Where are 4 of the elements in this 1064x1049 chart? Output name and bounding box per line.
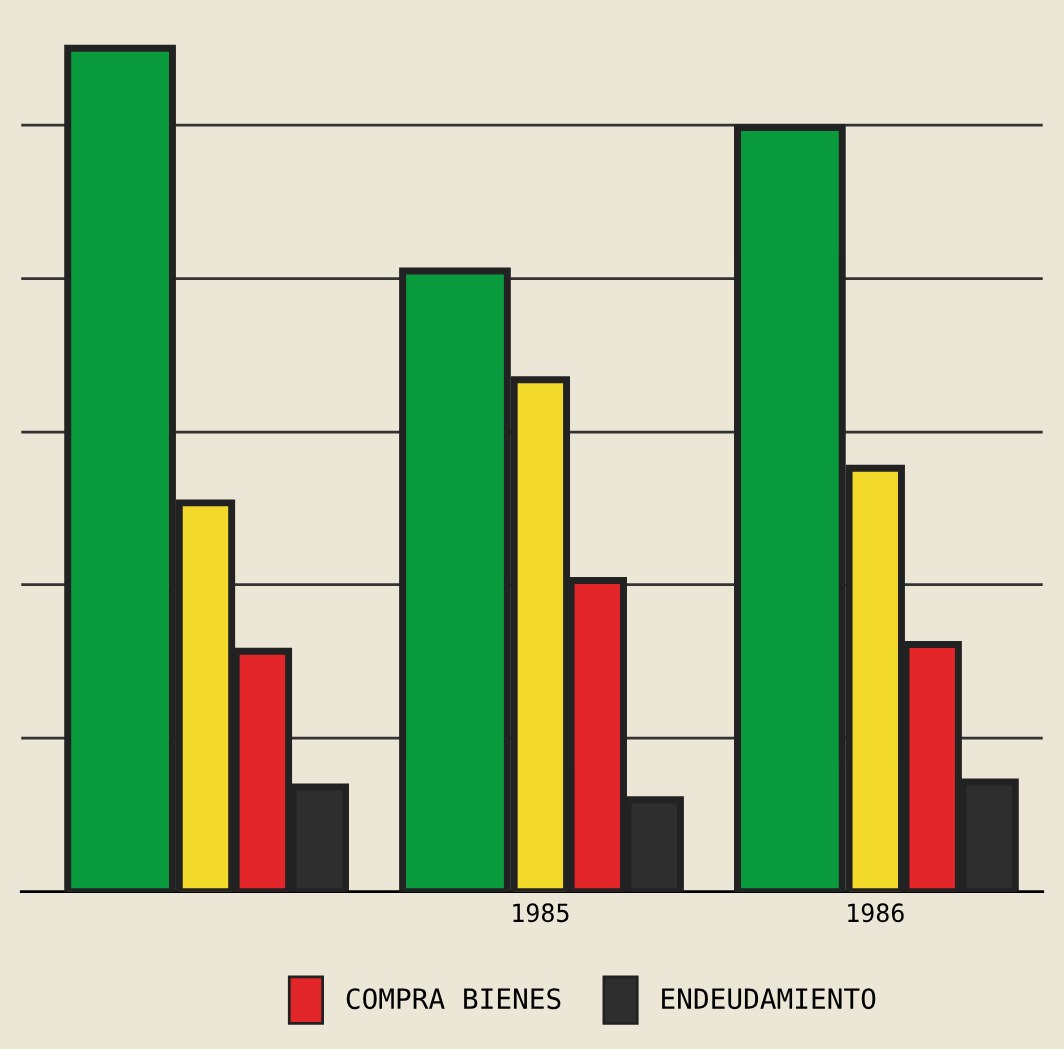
x-tick-label: 1986: [848, 903, 904, 923]
x-tick-label: 1985: [513, 903, 569, 923]
legend-label: ENDEUDAMIENTO: [662, 988, 876, 1010]
legend-label: COMPRA BIENES: [346, 988, 561, 1010]
